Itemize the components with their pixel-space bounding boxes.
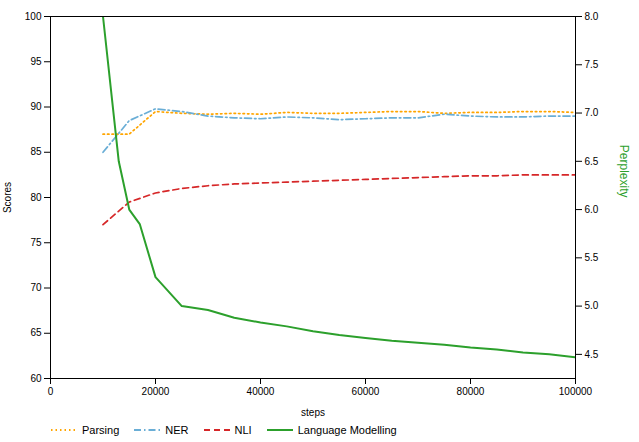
- svg-text:95: 95: [30, 56, 42, 67]
- svg-text:6.0: 6.0: [585, 204, 599, 215]
- svg-text:60: 60: [30, 373, 42, 384]
- svg-text:90: 90: [30, 101, 42, 112]
- svg-text:6.5: 6.5: [585, 156, 599, 167]
- html-text:Parsing: Parsing: [82, 424, 120, 436]
- svg-text:5.5: 5.5: [585, 252, 599, 263]
- svg-text:5.0: 5.0: [585, 300, 599, 311]
- svg-text:80: 80: [30, 192, 42, 203]
- svg-text:0: 0: [48, 386, 54, 397]
- svg-text:8.0: 8.0: [585, 11, 599, 22]
- svg-text:steps: steps: [301, 407, 325, 418]
- svg-text:20000: 20000: [142, 386, 170, 397]
- svg-text:40000: 40000: [247, 386, 275, 397]
- svg-text:Scores: Scores: [2, 182, 13, 213]
- svg-text:Perplexity: Perplexity: [617, 145, 631, 198]
- svg-text:80000: 80000: [457, 386, 485, 397]
- svg-text:7.5: 7.5: [585, 59, 599, 70]
- html-text:Language Modelling: Language Modelling: [297, 424, 397, 436]
- svg-text:7.0: 7.0: [585, 107, 599, 118]
- svg-text:100: 100: [25, 11, 42, 22]
- svg-text:60000: 60000: [352, 386, 380, 397]
- svg-text:4.5: 4.5: [585, 349, 599, 360]
- svg-text:100000: 100000: [559, 386, 593, 397]
- svg-text:65: 65: [30, 327, 42, 338]
- svg-text:85: 85: [30, 146, 42, 157]
- html-text:NLI: NLI: [234, 424, 252, 436]
- html-text:NER: NER: [165, 424, 189, 436]
- svg-text:75: 75: [30, 237, 42, 248]
- svg-text:70: 70: [30, 282, 42, 293]
